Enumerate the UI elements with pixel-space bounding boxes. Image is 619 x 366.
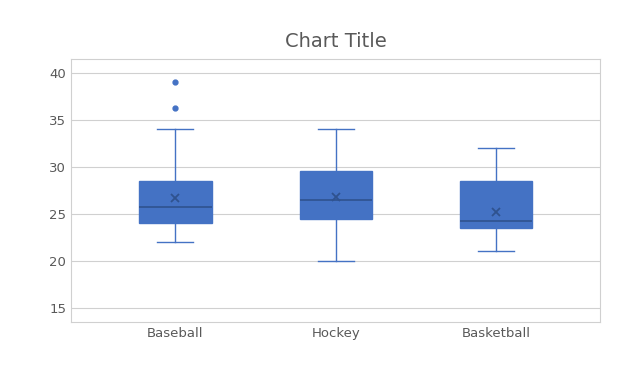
Title: Chart Title: Chart Title xyxy=(285,33,387,52)
PathPatch shape xyxy=(139,181,212,223)
PathPatch shape xyxy=(460,181,532,228)
PathPatch shape xyxy=(300,172,372,219)
